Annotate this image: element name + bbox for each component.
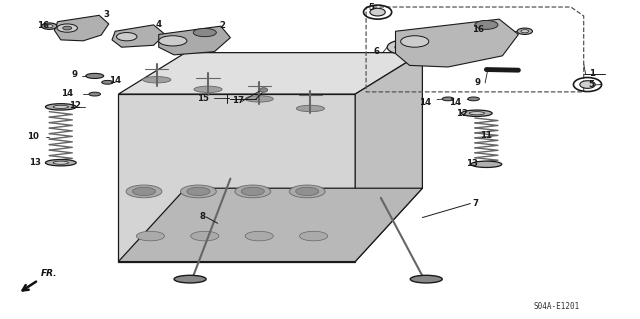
- Ellipse shape: [521, 30, 529, 33]
- Polygon shape: [112, 25, 165, 47]
- Ellipse shape: [245, 96, 273, 102]
- Ellipse shape: [132, 187, 156, 196]
- Text: FR.: FR.: [41, 270, 58, 278]
- Ellipse shape: [241, 187, 264, 196]
- Ellipse shape: [180, 185, 216, 198]
- Ellipse shape: [289, 185, 325, 198]
- Text: 9: 9: [72, 70, 77, 79]
- Text: 14: 14: [109, 76, 121, 85]
- Text: 13: 13: [29, 158, 41, 167]
- Text: 5: 5: [589, 80, 595, 89]
- Ellipse shape: [235, 185, 271, 198]
- Ellipse shape: [63, 26, 72, 30]
- Ellipse shape: [194, 86, 222, 93]
- Ellipse shape: [475, 20, 498, 29]
- Polygon shape: [118, 94, 355, 262]
- Polygon shape: [355, 53, 422, 262]
- Text: 16: 16: [37, 21, 49, 30]
- Polygon shape: [396, 19, 518, 67]
- Ellipse shape: [116, 33, 137, 41]
- Ellipse shape: [442, 97, 454, 101]
- Polygon shape: [159, 26, 230, 55]
- Text: 12: 12: [69, 101, 81, 110]
- Text: 5: 5: [368, 3, 374, 11]
- Ellipse shape: [370, 8, 385, 16]
- Ellipse shape: [245, 231, 273, 241]
- Text: 14: 14: [61, 89, 73, 98]
- Ellipse shape: [174, 275, 206, 283]
- Text: 14: 14: [449, 98, 461, 107]
- Ellipse shape: [126, 185, 162, 198]
- Ellipse shape: [395, 44, 412, 51]
- Ellipse shape: [517, 28, 532, 34]
- Ellipse shape: [136, 231, 164, 241]
- Ellipse shape: [159, 36, 187, 46]
- Ellipse shape: [45, 25, 53, 28]
- Ellipse shape: [300, 231, 328, 241]
- Text: 9: 9: [475, 78, 481, 87]
- Ellipse shape: [45, 160, 76, 166]
- Text: 13: 13: [466, 159, 478, 168]
- Ellipse shape: [580, 81, 595, 88]
- Ellipse shape: [102, 80, 113, 84]
- Ellipse shape: [387, 40, 419, 54]
- Text: 1: 1: [589, 69, 595, 78]
- Text: 6: 6: [373, 48, 379, 56]
- Ellipse shape: [89, 92, 100, 96]
- Ellipse shape: [410, 275, 442, 283]
- Ellipse shape: [42, 23, 57, 29]
- Text: 15: 15: [197, 94, 209, 103]
- Text: 7: 7: [472, 199, 479, 208]
- Ellipse shape: [193, 28, 216, 37]
- Ellipse shape: [296, 105, 324, 112]
- Text: 3: 3: [104, 10, 109, 19]
- Ellipse shape: [187, 187, 210, 196]
- Text: 10: 10: [27, 132, 39, 141]
- Text: 2: 2: [219, 21, 225, 30]
- Ellipse shape: [45, 104, 76, 110]
- Ellipse shape: [191, 231, 219, 241]
- Ellipse shape: [86, 73, 104, 78]
- Polygon shape: [54, 15, 109, 41]
- Ellipse shape: [461, 110, 492, 116]
- Polygon shape: [118, 53, 422, 94]
- Ellipse shape: [260, 88, 268, 92]
- Ellipse shape: [53, 105, 68, 108]
- Ellipse shape: [471, 161, 502, 167]
- Ellipse shape: [401, 36, 429, 47]
- Ellipse shape: [53, 161, 68, 164]
- Text: 14: 14: [419, 98, 431, 107]
- Ellipse shape: [143, 77, 171, 83]
- Text: 8: 8: [200, 212, 205, 221]
- Ellipse shape: [468, 97, 479, 101]
- Ellipse shape: [57, 24, 77, 32]
- Ellipse shape: [469, 112, 484, 115]
- Text: 4: 4: [156, 20, 162, 29]
- Ellipse shape: [296, 187, 319, 196]
- Text: 17: 17: [232, 96, 244, 105]
- Polygon shape: [118, 188, 422, 262]
- Text: 16: 16: [472, 25, 484, 34]
- Text: S04A-E1201: S04A-E1201: [534, 302, 580, 311]
- Text: 12: 12: [456, 109, 468, 118]
- Text: 11: 11: [480, 131, 492, 140]
